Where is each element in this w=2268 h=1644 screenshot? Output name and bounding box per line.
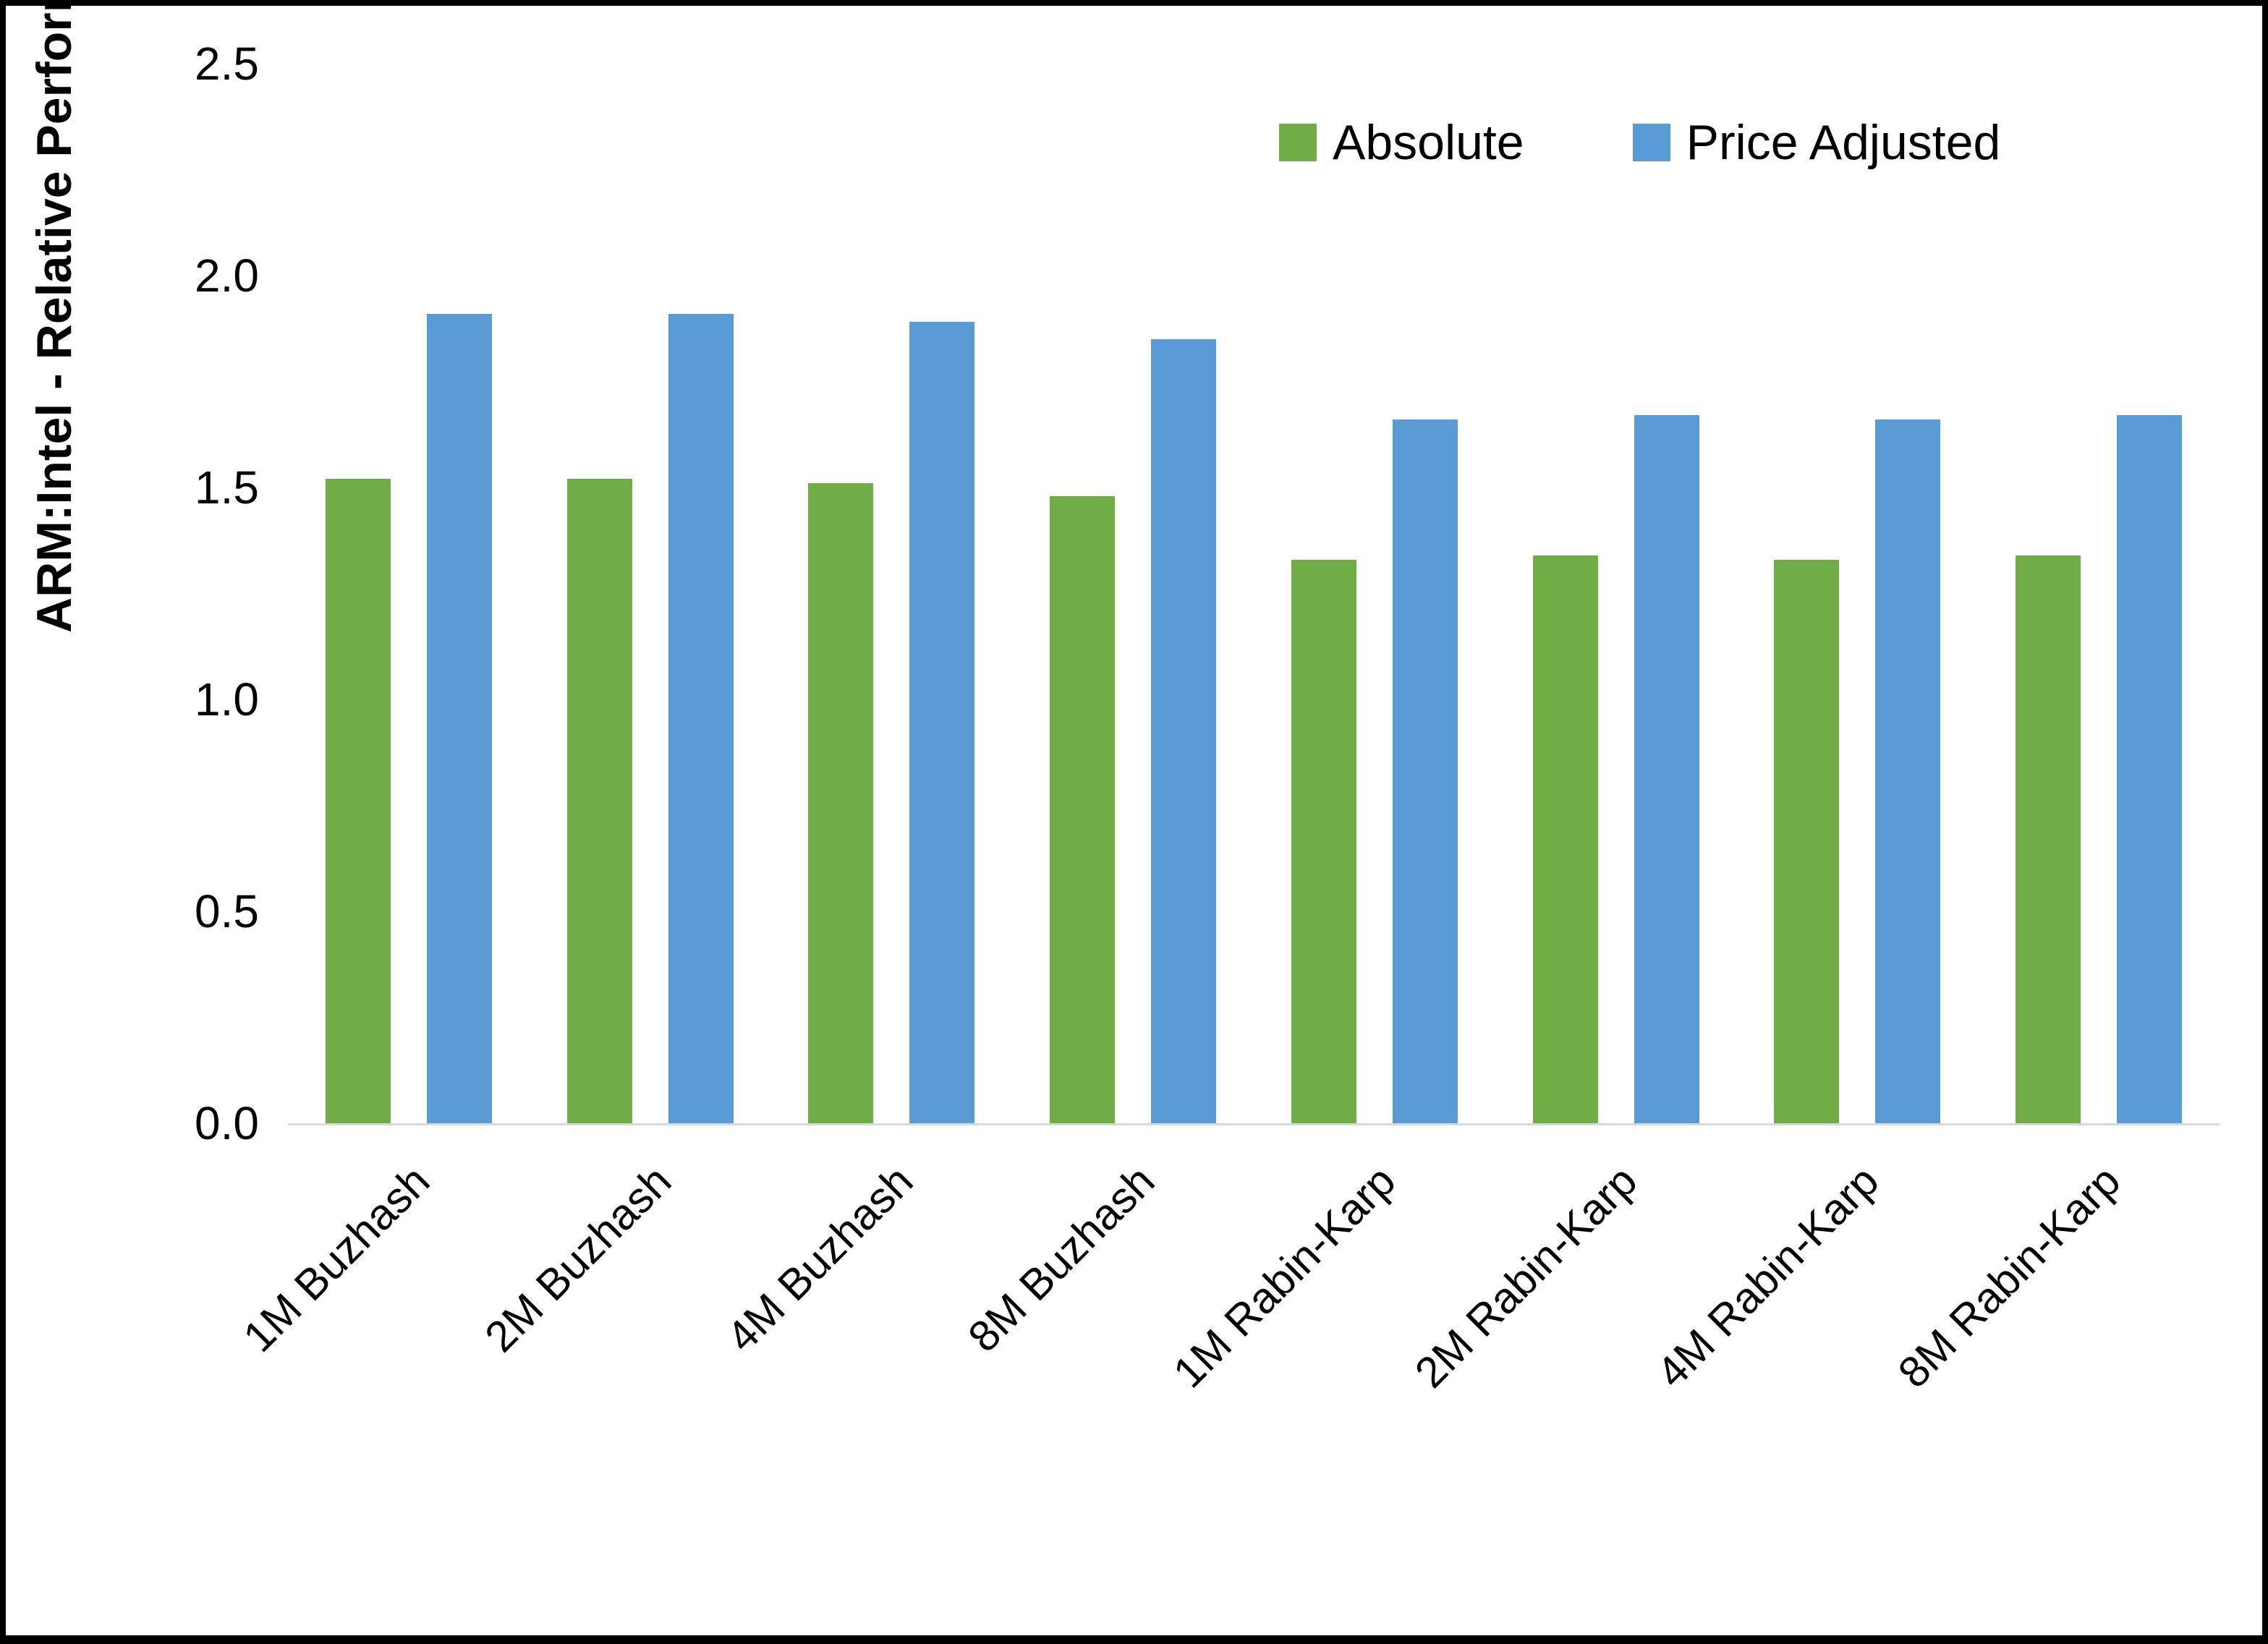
legend-swatch-icon: [1632, 124, 1670, 161]
y-tick-label: 2.0: [195, 250, 259, 302]
legend-swatch-icon: [1279, 124, 1317, 161]
bar-price-adjusted-1m-buzhash: [426, 313, 492, 1123]
y-tick-label: 1.5: [195, 461, 259, 514]
x-tick-label: 2M Buzhash: [475, 1156, 681, 1361]
x-tick-label: 8M Rabin-Karp: [1888, 1156, 2130, 1397]
bar-absolute-8m-rabin-karp: [2016, 555, 2081, 1123]
y-tick-label: 1.0: [195, 673, 259, 725]
legend-label: Absolute: [1333, 115, 1524, 170]
x-tick-label: 1M Rabin-Karp: [1164, 1156, 1405, 1397]
bar-price-adjusted-4m-rabin-karp: [1875, 419, 1941, 1123]
bar-price-adjusted-2m-buzhash: [668, 313, 734, 1123]
bar-absolute-4m-buzhash: [808, 483, 874, 1123]
bar-price-adjusted-4m-buzhash: [909, 322, 975, 1123]
bar-absolute-1m-rabin-karp: [1291, 559, 1356, 1123]
x-tick-label: 4M Rabin-Karp: [1647, 1156, 1888, 1397]
x-tick-label: 8M Buzhash: [959, 1156, 1164, 1361]
legend-label: Price Adjusted: [1686, 115, 2001, 170]
chart-legend: Absolute Price Adjusted: [1279, 114, 2000, 171]
legend-item-absolute: Absolute: [1279, 114, 1524, 171]
x-axis-line: [288, 1123, 2220, 1125]
plot-area: [288, 64, 2220, 1123]
y-tick-label: 0.5: [195, 885, 259, 937]
legend-item-price-adjusted: Price Adjusted: [1632, 114, 2001, 171]
bar-absolute-4m-rabin-karp: [1774, 559, 1840, 1123]
bar-absolute-1m-buzhash: [325, 479, 391, 1123]
bar-price-adjusted-8m-buzhash: [1151, 338, 1217, 1123]
bar-price-adjusted-1m-rabin-karp: [1392, 419, 1458, 1123]
x-tick-label: 1M Buzhash: [234, 1156, 439, 1361]
y-axis-title: ARM:Intel - Relative Performance: [27, 0, 82, 633]
x-tick-label: 2M Rabin-Karp: [1406, 1156, 1647, 1397]
x-tick-label: 4M Buzhash: [717, 1156, 922, 1361]
y-tick-label: 2.5: [195, 38, 259, 90]
bar-price-adjusted-8m-rabin-karp: [2117, 415, 2183, 1123]
bar-absolute-2m-rabin-karp: [1532, 555, 1598, 1123]
bar-price-adjusted-2m-rabin-karp: [1634, 415, 1699, 1123]
bar-absolute-8m-buzhash: [1050, 495, 1116, 1123]
bar-absolute-2m-buzhash: [566, 479, 632, 1123]
y-tick-label: 0.0: [195, 1097, 259, 1149]
